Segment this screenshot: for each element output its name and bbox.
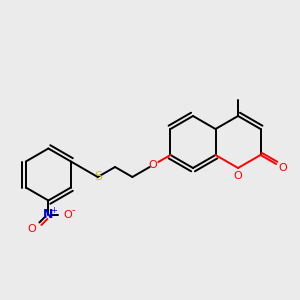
- Text: O: O: [63, 209, 72, 220]
- Text: +: +: [50, 206, 57, 215]
- Text: S: S: [94, 170, 102, 184]
- Text: O: O: [279, 163, 287, 173]
- Text: N: N: [43, 208, 54, 221]
- Text: -: -: [72, 206, 75, 215]
- Text: O: O: [27, 224, 36, 233]
- Text: O: O: [234, 171, 242, 181]
- Text: O: O: [149, 160, 158, 170]
